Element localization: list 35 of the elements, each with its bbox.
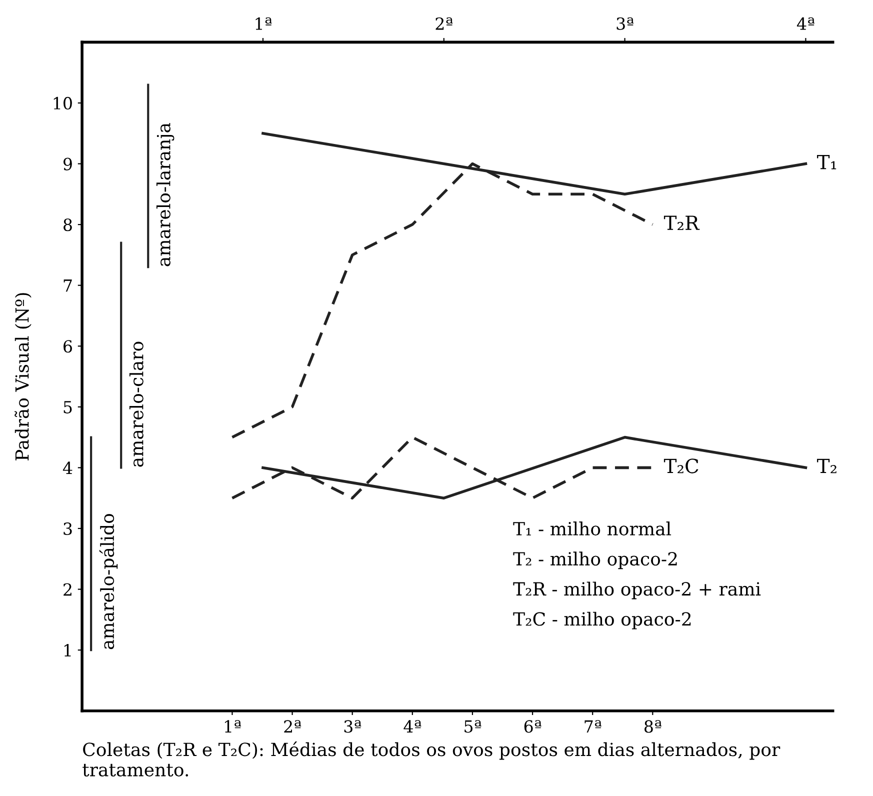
series-label: T₂R bbox=[664, 216, 700, 230]
y-tick-label: 2 bbox=[64, 583, 72, 596]
x2-tick-label: 4ª bbox=[796, 17, 815, 30]
x2-tick-label: 1ª bbox=[256, 17, 272, 30]
annotation: T₂ - milho opaco-2 bbox=[513, 552, 677, 570]
text: amarelo-laranja bbox=[156, 122, 174, 266]
y-axis-title: Padrão Visual (Nº) bbox=[14, 293, 32, 460]
y-tick-label: 10 bbox=[54, 96, 72, 110]
y-tick-label: 7 bbox=[64, 280, 72, 292]
y-tick-label: 5 bbox=[64, 401, 72, 414]
x-tick-label: 2ª bbox=[284, 720, 302, 733]
x-tick-label: 4ª bbox=[404, 720, 422, 733]
x-tick-label: 6ª bbox=[524, 720, 542, 733]
x-tick-label: 5ª bbox=[464, 720, 482, 733]
y-tick-label: 3 bbox=[64, 522, 72, 536]
x-tick-label: 1ª bbox=[224, 720, 242, 733]
x-tick-label: 3ª bbox=[344, 720, 362, 733]
y-tick-label: 9 bbox=[63, 158, 72, 170]
x-tick-label: 7ª bbox=[584, 720, 602, 733]
series-label: T₂ bbox=[817, 458, 836, 474]
x2-tick-label: 2ª bbox=[436, 17, 453, 30]
text: amarelo-claro bbox=[129, 342, 144, 467]
annotation: T₁ - milho normal bbox=[513, 522, 672, 536]
series-label: T₁ bbox=[817, 154, 836, 170]
series-label: T₂C bbox=[664, 458, 698, 474]
annotation: T₂C - milho opaco-2 bbox=[513, 612, 691, 630]
x-tick-label: 8ª bbox=[644, 720, 662, 733]
x2-tick-label: 3ª bbox=[616, 17, 634, 30]
y-tick-label: 1 bbox=[64, 644, 71, 656]
x-axis-title: Coletas (T₂R e T₂C): Médias de todos os ovos postos em dias alternados, por tratamento. bbox=[82, 742, 780, 776]
annotation: T₂R - milho opaco-2 + rami bbox=[513, 582, 761, 600]
y-tick-label: 4 bbox=[62, 462, 72, 474]
y-tick-label: 8 bbox=[64, 218, 72, 232]
text: amarelo-pálido bbox=[99, 514, 118, 650]
y-tick-label: 6 bbox=[64, 340, 72, 353]
